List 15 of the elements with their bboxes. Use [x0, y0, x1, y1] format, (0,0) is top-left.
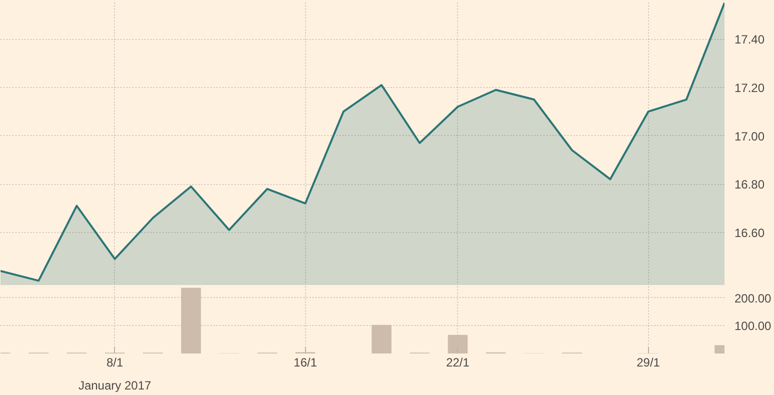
y-tick-label: 100.00 [734, 319, 772, 334]
bar [181, 288, 201, 354]
x-tick-label: 22/1 [446, 356, 470, 370]
bar [448, 334, 468, 354]
y-tick-label: 17.20 [734, 80, 765, 95]
x-tick-label: 29/1 [636, 356, 660, 370]
y-tick-label: 17.40 [734, 32, 765, 47]
x-tick-label: 16/1 [294, 356, 318, 370]
x-tick-label: 8/1 [106, 356, 124, 370]
bar [372, 324, 392, 354]
y-tick-label: 16.60 [734, 226, 765, 240]
y-tick-label: 17.00 [734, 129, 765, 144]
text: January 2017 [78, 378, 152, 392]
y-tick-label: 200.00 [734, 291, 772, 306]
y-tick-label: 16.80 [734, 178, 765, 192]
